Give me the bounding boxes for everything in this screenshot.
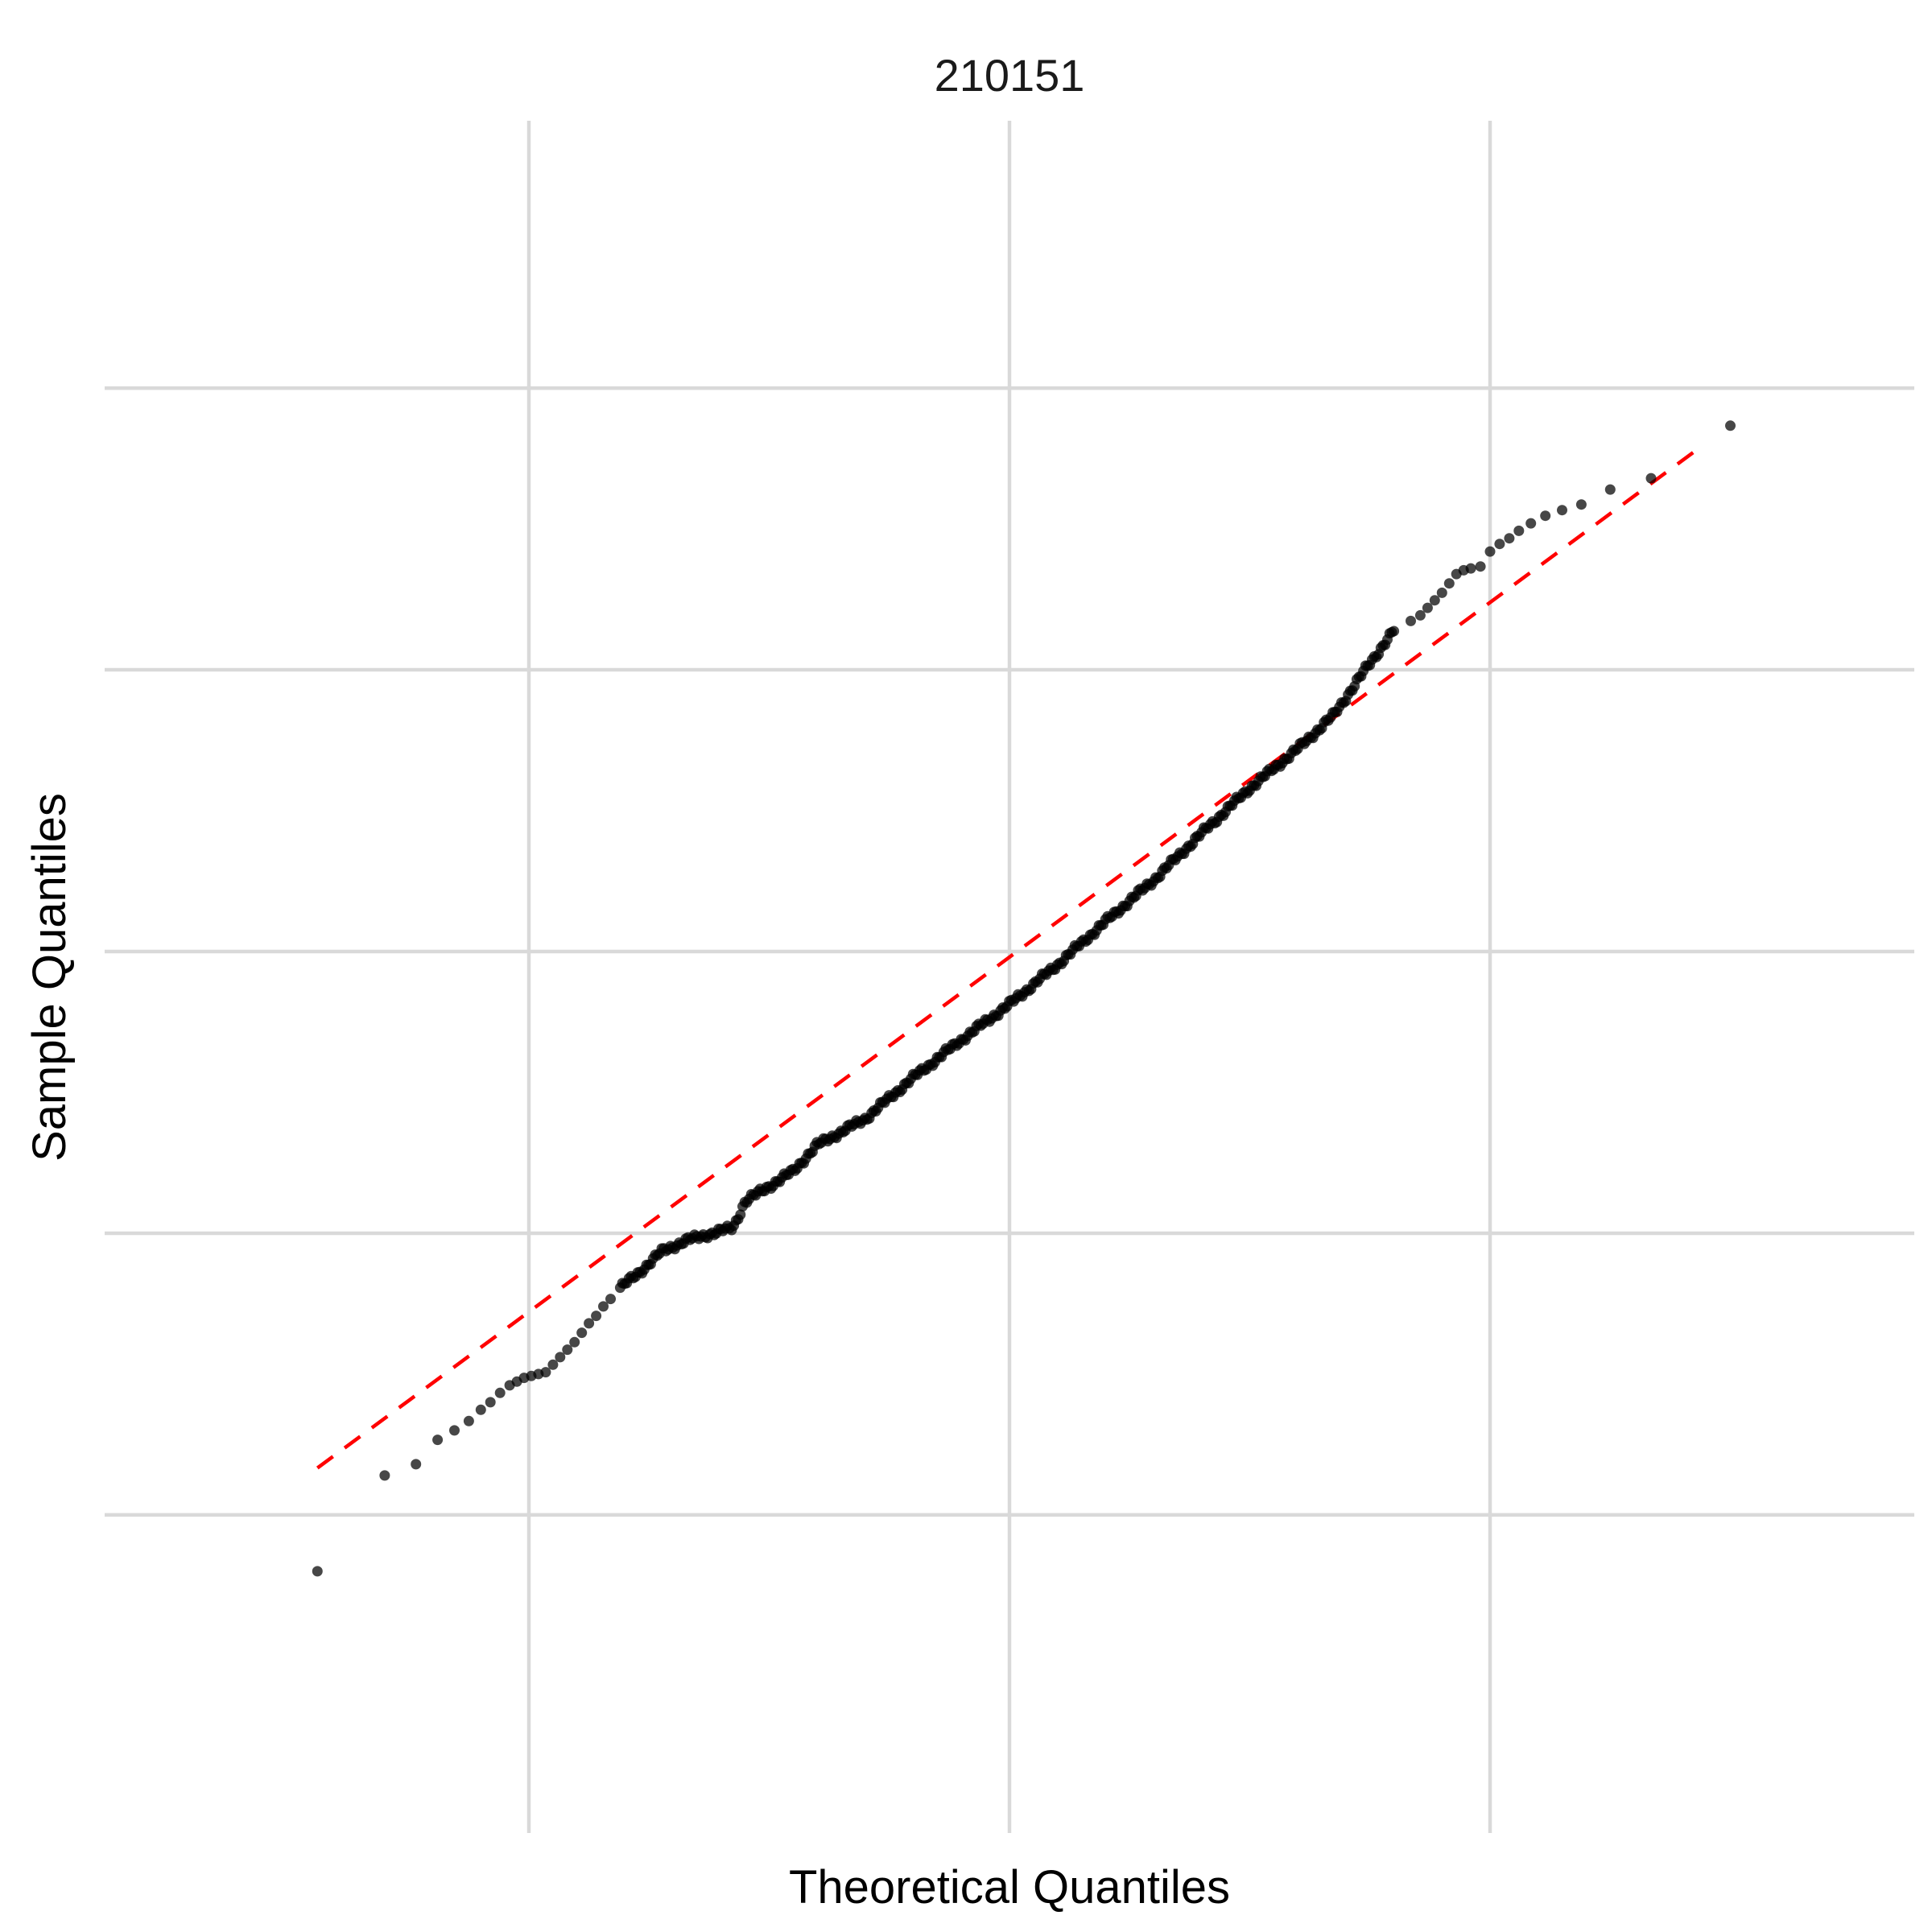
sample-point: [1443, 578, 1455, 589]
sample-point: [1389, 625, 1400, 637]
sample-point: [735, 1209, 746, 1220]
sample-point: [605, 1294, 616, 1305]
sample-point: [555, 1352, 566, 1363]
sample-point: [1725, 420, 1736, 431]
sample-point: [1465, 563, 1476, 574]
x-axis-label: Theoretical Quantiles: [789, 1861, 1230, 1913]
sample-point: [1436, 587, 1447, 598]
sample-point: [562, 1344, 573, 1356]
sample-point: [1604, 484, 1616, 495]
sample-point: [1525, 518, 1537, 529]
sample-point: [463, 1415, 474, 1426]
sample-point: [1475, 561, 1486, 572]
sample-point: [1484, 546, 1496, 557]
y-axis-label: Sample Quantiles: [23, 793, 76, 1162]
sample-point: [494, 1387, 506, 1398]
sample-point: [1422, 602, 1433, 613]
sample-point: [1429, 595, 1440, 606]
sample-point: [1494, 539, 1505, 550]
reference-line: [316, 444, 1703, 1470]
sample-point: [475, 1404, 486, 1415]
sample-point: [1504, 533, 1515, 544]
sample-point: [547, 1359, 559, 1370]
sample-point: [379, 1470, 390, 1481]
sample-point: [540, 1367, 551, 1378]
chart-title: 210151: [935, 50, 1085, 101]
sample-point: [576, 1327, 588, 1339]
sample-point: [1414, 609, 1426, 621]
reference-line-group: [316, 444, 1703, 1470]
sample-point: [1575, 499, 1587, 510]
sample-point: [569, 1336, 580, 1348]
sample-point: [1540, 510, 1551, 522]
sample-point: [591, 1311, 602, 1322]
sample-point: [1557, 505, 1567, 516]
sample-point: [485, 1397, 496, 1408]
sample-point: [1513, 525, 1525, 536]
sample-point: [432, 1435, 444, 1446]
sample-point: [411, 1459, 422, 1470]
sample-points: [312, 420, 1736, 1577]
sample-point: [584, 1318, 595, 1329]
sample-point: [598, 1301, 609, 1312]
grid-lines: [105, 121, 1914, 1833]
sample-point: [1406, 615, 1416, 626]
sample-point: [312, 1566, 323, 1577]
sample-point: [1645, 473, 1657, 484]
sample-point: [449, 1425, 460, 1436]
